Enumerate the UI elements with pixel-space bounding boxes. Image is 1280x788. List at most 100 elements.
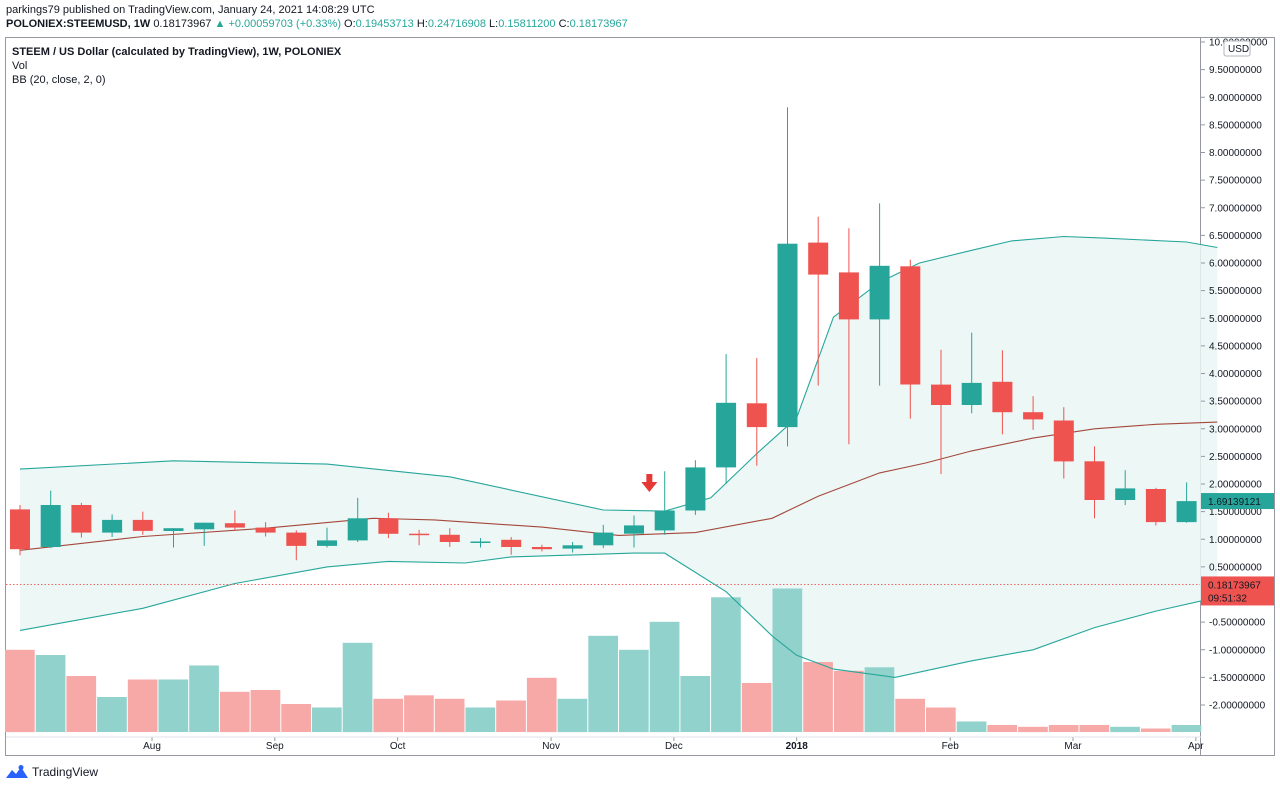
legend-bollinger[interactable]: BB (20, close, 2, 0) [12,74,106,86]
bollinger-basis-line [19,421,1218,551]
price-tick-label: -0.50000000 [1209,618,1266,629]
close-value: 0.18173967 [569,18,628,30]
countdown-label: 09:51:32 [1208,593,1247,604]
candle [777,107,798,447]
candle [40,490,61,549]
candle [562,542,583,553]
candle-body [470,541,491,543]
volume-bar [281,704,311,732]
volume-bar [373,698,404,733]
price-change: ▲ +0.00059703 (+0.33%) [214,18,341,30]
candle-body [71,505,92,533]
candle [1084,446,1105,519]
candle-body [961,382,982,405]
price-tick-label: -2.00000000 [1209,701,1266,712]
price-tick-label: 7.50000000 [1209,176,1262,187]
chart-legend: STEEM / US Dollar (calculated by Trading… [12,45,341,87]
time-tick-label: Feb [942,741,960,752]
time-tick-label: Nov [542,741,560,752]
volume-bar [1048,725,1079,732]
high-value: 0.24716908 [427,18,486,30]
volume-bar [619,649,649,733]
price-tick-label: -1.00000000 [1209,645,1266,656]
bollinger-lower-line [19,552,1218,678]
candle [1176,482,1197,523]
volume-bar [312,707,342,732]
candle [224,510,245,531]
time-tick-label: Oct [390,741,406,752]
candle [317,527,337,548]
current-price-label: 1.69139121 [1208,497,1261,508]
legend-volume[interactable]: Vol [12,60,28,72]
price-tick-label: 8.00000000 [1209,148,1262,159]
close-label: C: [558,18,570,30]
last-close-tag [1201,576,1274,606]
candle [286,530,307,561]
candle-body [1084,461,1105,500]
price-tick-label: 4.50000000 [1209,341,1262,352]
bollinger-upper-line [19,235,1218,512]
candle [102,514,123,538]
volume-bar [1140,728,1171,732]
candle-body [163,528,184,531]
volume-bar [864,667,895,733]
low-label: L: [489,18,499,30]
last-price: 0.18173967 [153,18,212,30]
candle-body [777,243,798,428]
symbol-timeframe: POLONIEX:STEEMUSD, 1W [6,18,151,30]
volume-bar [250,690,281,732]
price-tick-label: 2.00000000 [1209,480,1262,491]
candle-body [1023,412,1044,420]
candle-body [531,547,552,550]
volume-bar [526,677,557,733]
candle [1145,487,1166,526]
candle [624,515,644,548]
candle [716,354,737,484]
price-tick-label: -1.50000000 [1209,673,1266,684]
candle [654,471,675,535]
candle-body [347,518,368,541]
candle [869,203,890,386]
tradingview-logo-icon [6,765,28,778]
candle [746,358,767,466]
candle [132,511,153,535]
candle-body [838,272,859,320]
tradingview-footer[interactable]: TradingView [6,765,98,779]
candle-body [501,539,522,547]
price-tick-label: 1.50000000 [1209,507,1262,518]
candle [501,537,522,555]
candle-body [194,522,215,530]
price-tick-label: 8.50000000 [1209,120,1262,131]
candle-body [286,532,307,546]
last-close-label: 0.18173967 [1208,580,1261,591]
price-tick-label: 5.50000000 [1209,286,1262,297]
publish-info: parkings79 published on TradingView.com,… [6,4,375,16]
volume-bar [342,642,373,733]
high-label: H: [416,18,428,30]
currency-badge [1223,40,1251,57]
price-axis[interactable] [1201,37,1275,756]
candles [10,107,1197,561]
open-label: O: [344,18,356,30]
bollinger-fill [20,236,1218,678]
candle-body [654,510,675,531]
legend-title[interactable]: STEEM / US Dollar (calculated by Trading… [12,46,342,58]
candle [961,332,982,414]
candle-body [992,381,1013,413]
volume-bar [772,588,803,732]
candle-body [224,523,245,528]
volume-bar [158,679,189,732]
candle [194,522,215,546]
price-tick-label: 3.00000000 [1209,424,1262,435]
candle-body [562,545,583,549]
price-tick-label: 4.00000000 [1209,369,1262,380]
volume-bar [956,721,987,732]
price-tick-label: 1.00000000 [1209,535,1262,546]
candle-body [378,518,399,534]
candle [71,502,92,538]
time-tick-label: Aug [143,741,161,752]
candle [470,538,491,548]
candle [439,528,460,547]
time-tick-label: Sep [266,741,284,752]
